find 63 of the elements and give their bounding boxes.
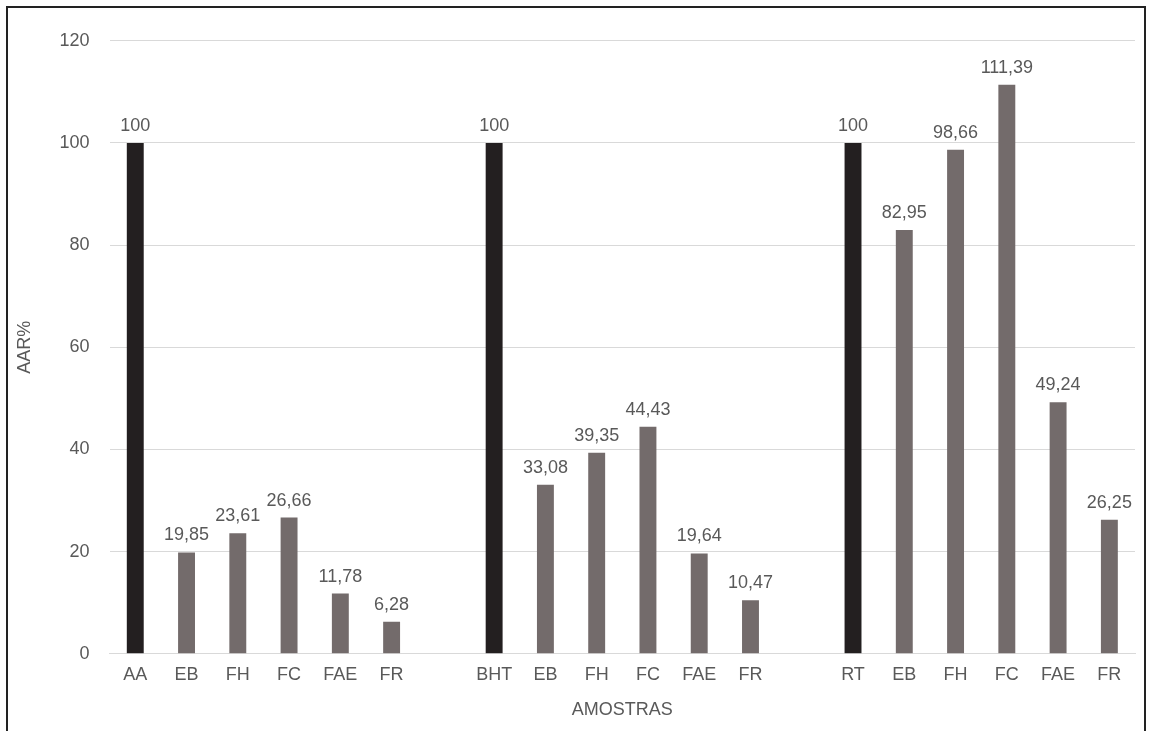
data-label: 98,66 xyxy=(933,121,979,142)
x-tick-label: FH xyxy=(584,663,609,684)
y-tick-label: 80 xyxy=(69,234,90,255)
data-label: 19,85 xyxy=(164,524,210,545)
x-tick-label: EB xyxy=(533,663,558,684)
x-tick-label: FR xyxy=(738,663,763,684)
data-label: 44,43 xyxy=(625,398,671,419)
data-label: 33,08 xyxy=(522,456,568,477)
bar xyxy=(485,142,503,654)
x-tick-label: FH xyxy=(225,663,250,684)
y-tick-label: 60 xyxy=(69,336,90,357)
data-label: 23,61 xyxy=(215,505,261,526)
x-tick-label: FC xyxy=(277,663,302,684)
x-tick-label: FAE xyxy=(1041,663,1076,684)
x-tick-label: EB xyxy=(892,663,917,684)
bar xyxy=(690,553,708,654)
x-tick-label: BHT xyxy=(476,663,513,684)
data-label: 100 xyxy=(838,114,869,135)
x-tick-label: FH xyxy=(943,663,968,684)
x-tick-label: FC xyxy=(635,663,660,684)
x-tick-label: FAE xyxy=(323,663,358,684)
bar xyxy=(588,452,606,654)
y-tick-label: 100 xyxy=(59,131,90,152)
bar xyxy=(844,142,862,654)
bar xyxy=(280,517,298,654)
data-label: 26,25 xyxy=(1086,491,1132,512)
data-label: 19,64 xyxy=(676,525,722,546)
y-tick-label: 40 xyxy=(69,438,90,459)
data-label: 100 xyxy=(479,114,510,135)
x-tick-label: FAE xyxy=(682,663,717,684)
bar xyxy=(536,484,554,654)
y-tick-label: 120 xyxy=(59,29,90,50)
bar xyxy=(331,593,349,654)
bar xyxy=(998,84,1016,654)
bar xyxy=(126,142,144,654)
bar xyxy=(639,426,657,654)
y-axis-title: AAR% xyxy=(13,320,34,374)
x-tick-label: AA xyxy=(123,663,148,684)
x-tick-label: EB xyxy=(174,663,199,684)
data-label: 82,95 xyxy=(881,202,927,223)
x-tick-label: FR xyxy=(1097,663,1122,684)
data-label: 39,35 xyxy=(574,424,620,445)
data-label: 100 xyxy=(120,114,151,135)
x-tick-label: RT xyxy=(841,663,865,684)
x-tick-label: FC xyxy=(994,663,1019,684)
data-label: 11,78 xyxy=(318,565,363,586)
data-label: 10,47 xyxy=(727,572,774,593)
data-label: 26,66 xyxy=(266,489,312,510)
x-axis-title: AMOSTRAS xyxy=(571,699,673,720)
bar xyxy=(742,600,759,654)
bar xyxy=(178,552,195,654)
data-label: 111,39 xyxy=(980,56,1034,77)
bar xyxy=(895,230,913,654)
bar xyxy=(947,149,965,654)
bar xyxy=(383,621,401,654)
data-label: 49,24 xyxy=(1035,374,1081,395)
x-tick-label: FR xyxy=(379,663,404,684)
bar xyxy=(1100,519,1118,654)
y-tick-label: 20 xyxy=(69,540,90,561)
bar xyxy=(1049,402,1067,654)
bar xyxy=(229,533,247,654)
data-label: 6,28 xyxy=(374,593,410,614)
y-tick-label: 0 xyxy=(79,642,90,663)
